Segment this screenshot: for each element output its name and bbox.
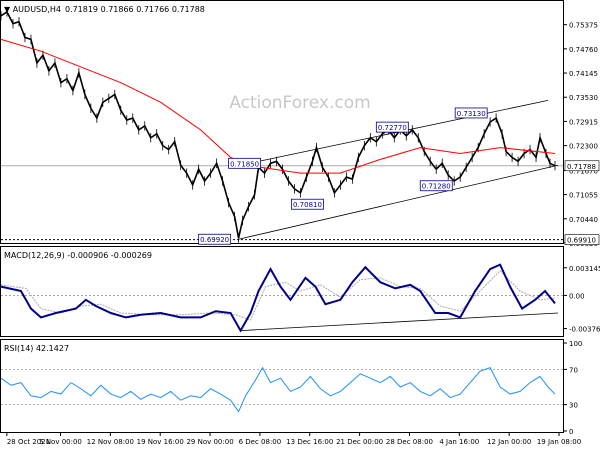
y-tick-label: 0.72915	[569, 118, 598, 126]
x-tick-label: 4 Jan 16:00	[439, 438, 479, 446]
y-tick-label: 30	[569, 402, 578, 410]
ohlc-values: 0.71819 0.71866 0.71766 0.71788	[65, 5, 205, 14]
y-tick-label: 0.72300	[569, 143, 598, 151]
y-tick-label: 0.70440	[569, 216, 598, 224]
rsi-label: RSI(14) 42.1427	[4, 344, 69, 353]
level-annotation-label: 0.71280	[422, 183, 451, 191]
dropdown-triangle-icon[interactable]: ▼	[4, 5, 13, 14]
rsi-plot	[0, 366, 563, 413]
y-tick-label: -0.003768	[569, 326, 600, 334]
y-tick-label: 0.00	[569, 292, 585, 300]
x-tick-label: 6 Dec 08:00	[239, 438, 282, 446]
x-tick-label: 19 Nov 16:00	[137, 438, 184, 446]
level-annotation-label: 0.70810	[293, 201, 322, 209]
macd-panel-frame	[0, 246, 564, 337]
price-tag-label: 0.71788	[567, 163, 596, 171]
symbol-label: AUDUSD,H4	[13, 5, 61, 14]
macd-signal-line	[0, 270, 556, 321]
x-tick-label: 29 Nov 00:00	[186, 438, 233, 446]
rsi-panel-frame	[0, 339, 564, 433]
y-tick-label: 0.003145	[569, 265, 600, 273]
price-tag-label: 0.69910	[567, 237, 596, 245]
y-tick-label: 0.71670	[569, 167, 598, 175]
watermark-text: ActionForex.com	[229, 93, 370, 113]
x-tick-label: 13 Dec 16:00	[286, 438, 333, 446]
level-annotation-label: 0.73130	[457, 110, 486, 118]
price-series-line	[0, 10, 556, 239]
y-tick-label: 0.74760	[569, 46, 598, 54]
x-tick-label: 28 Oct 2021	[7, 438, 50, 446]
price-tag-box	[564, 234, 600, 245]
level-annotation-box	[291, 198, 324, 210]
x-tick-label: 21 Dec 00:00	[336, 438, 383, 446]
x-tick-label: 19 Jan 08:00	[537, 438, 581, 446]
macd-label: MACD(12,26,9) -0.000906 -0.000269	[4, 251, 152, 260]
level-annotation-box	[375, 121, 409, 133]
level-annotation-box	[419, 180, 453, 192]
y-tick-label: 0.73530	[569, 94, 598, 102]
y-tick-label: 0.71055	[569, 192, 598, 200]
level-annotation-label: 0.69920	[200, 236, 229, 244]
y-tick-label: 0.75375	[569, 22, 598, 30]
level-annotation-label: 0.71850	[230, 160, 259, 168]
x-tick-label: 12 Jan 00:00	[487, 438, 531, 446]
level-annotation-box	[454, 107, 488, 119]
level-annotation-box	[198, 233, 232, 245]
rsi-line	[0, 366, 556, 413]
level-annotation-label: 0.72770	[378, 124, 407, 132]
level-annotation-box	[228, 157, 261, 169]
price-panel-frame	[0, 0, 564, 244]
y-tick-label: 100	[569, 340, 582, 348]
price-tag-box	[564, 160, 600, 172]
y-tick-label: 0.74145	[569, 70, 598, 78]
axes: 0.75375 0.74760 0.74145 0.73530 0.72915 0.723…	[6, 22, 600, 446]
y-tick-label: 0	[569, 428, 573, 436]
macd-plot	[0, 263, 563, 333]
x-tick-label: 5 Nov 00:00	[39, 438, 82, 446]
macd-trendline	[240, 312, 559, 332]
channel-line	[238, 164, 559, 240]
price-plot: 0.71850 0.70810 0.69920 0.72770 0.73130 0.712…	[0, 7, 563, 245]
price-header: ▼ AUDUSD,H4 0.71819 0.71866 0.71766 0.717…	[4, 5, 205, 14]
macd-main-line	[0, 263, 556, 333]
x-tick-label: 12 Nov 08:00	[87, 438, 134, 446]
y-tick-label: 70	[569, 366, 578, 374]
x-tick-label: 28 Dec 08:00	[386, 438, 433, 446]
